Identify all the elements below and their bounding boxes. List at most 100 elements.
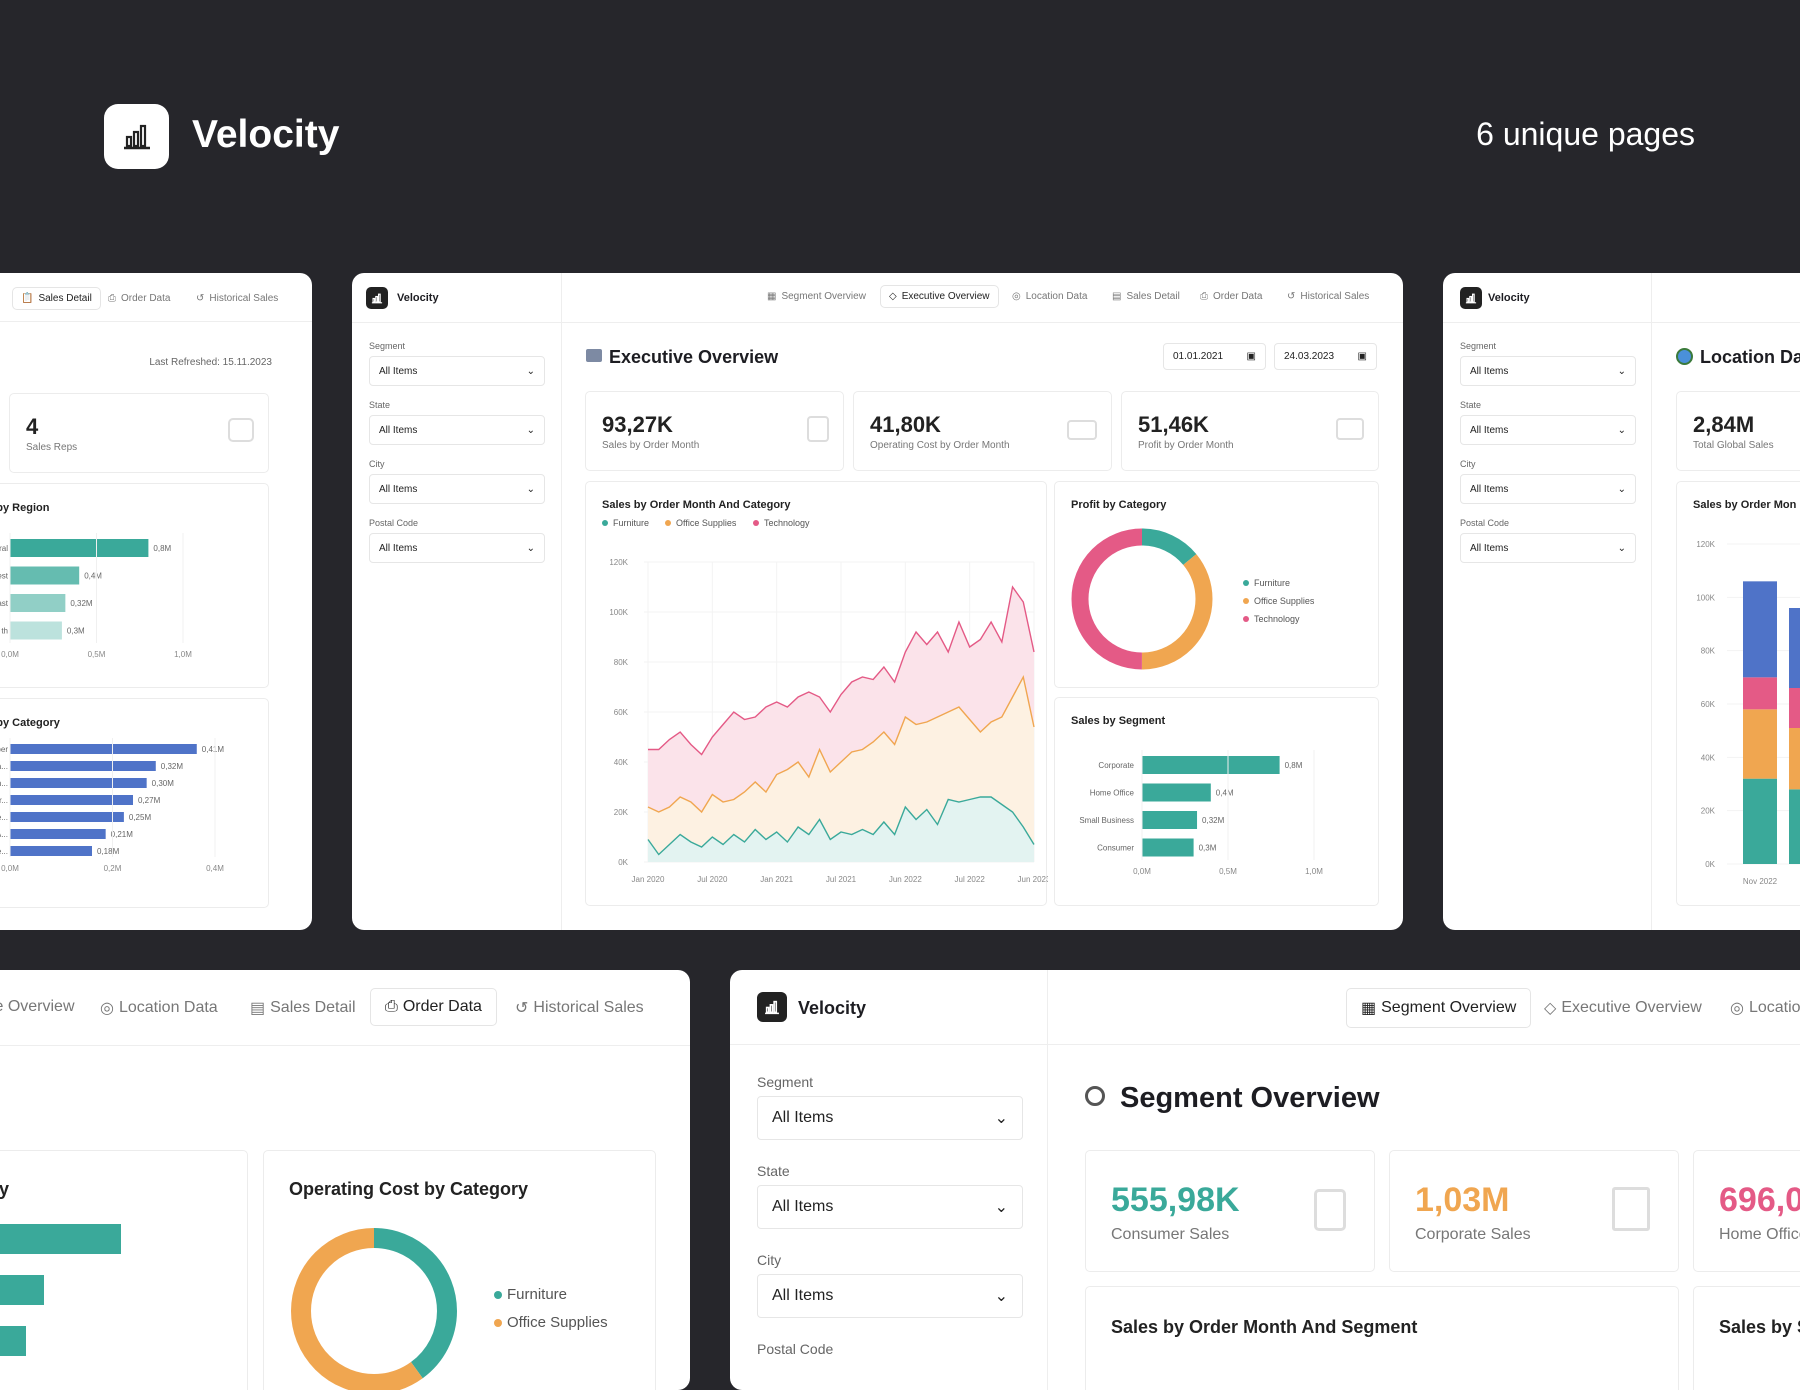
tab-segment-overview[interactable]: ▦ Segment Overview: [1346, 988, 1532, 1028]
bar-label: ral: [0, 544, 8, 553]
stacked-bar-segment: [1743, 778, 1777, 864]
bar: [10, 812, 124, 822]
operating-cost-panel: Operating Cost by Category Furniture Off…: [263, 1150, 656, 1390]
y-tick-label: 20K: [1701, 807, 1716, 816]
state-select[interactable]: All Items ⌄: [369, 415, 545, 445]
area-technology: [648, 587, 1034, 812]
legend-office-supplies: Office Supplies: [665, 518, 736, 528]
bar-value-label: 0,21M: [111, 830, 134, 839]
legend-office-supplies: Office Supplies: [1243, 596, 1314, 606]
bar-label: ast: [0, 599, 9, 608]
legend-office-supplies: Office Supplies: [494, 1314, 608, 1331]
x-tick-label: Jul 2021: [826, 875, 857, 884]
city-select[interactable]: All Items ⌄: [1460, 474, 1636, 504]
kpi-consumer-sales: 555,98K Consumer Sales: [1085, 1150, 1375, 1272]
tab-segment-overview[interactable]: ▦ Segment Overview: [767, 291, 866, 302]
tab-location-data[interactable]: ◎Location Data: [100, 999, 218, 1017]
bar-chart-icon: [765, 1000, 779, 1014]
bar: [1142, 811, 1198, 829]
region-panel: es by Region ral0,8Mest0,4Mast0,32Mth0,3…: [0, 483, 269, 688]
bar-label: est: [0, 572, 9, 581]
magnifier-icon: [1085, 1086, 1105, 1106]
y-tick-label: 80K: [614, 658, 629, 667]
kpi-home-office: 696,0 Home Office: [1693, 1150, 1800, 1272]
operating-cost-donut: [291, 1228, 457, 1390]
tab-executive-overview[interactable]: ◇ Executive Overview: [1544, 999, 1702, 1017]
tagline: 6 unique pages: [1476, 116, 1695, 152]
segment-select[interactable]: All Items ⌄: [369, 356, 545, 386]
tab-historical-sales[interactable]: ↺ Historical Sales: [1287, 291, 1370, 302]
chevron-down-icon: ⌄: [994, 1199, 1008, 1216]
x-tick-label: Jan 2020: [632, 875, 665, 884]
bar-value-label: 0,32M: [161, 762, 184, 771]
bar-label: s & A...: [0, 830, 8, 839]
area-chart-panel: Sales by Order Month And Category Furnit…: [585, 481, 1048, 906]
chevron-down-icon: ⌄: [1617, 483, 1626, 495]
state-label: State: [757, 1163, 790, 1179]
segment-label: Segment: [1460, 341, 1497, 351]
tab-executive-overview[interactable]: ◇ Executive Overview: [880, 285, 999, 308]
postal-code-label: Postal Code: [369, 518, 419, 528]
calendar-icon: ▣: [1246, 351, 1256, 362]
city-select[interactable]: All Items ⌄: [369, 474, 545, 504]
x-tick-label: 0,4M: [206, 864, 224, 873]
bar-label: phon...: [0, 779, 8, 788]
date-to-input[interactable]: 24.03.2023 ▣: [1274, 343, 1377, 370]
area-furniture: [648, 797, 1034, 862]
postal-code-select[interactable]: All Items ⌄: [369, 533, 545, 563]
kpi-sales-reps: 4 Sales Reps: [9, 393, 269, 473]
postal-code-label: Postal Code: [1460, 518, 1510, 528]
pin-icon: ◎: [1012, 291, 1021, 302]
x-tick-label: Jul 2022: [955, 875, 986, 884]
category-bar-chart: Paper 0,41M ers a... 0,32M phon... 0,30M e Fur…: [0, 738, 224, 873]
state-select[interactable]: All Items ⌄: [1460, 415, 1636, 445]
state-select[interactable]: All Items ⌄: [757, 1185, 1023, 1229]
segment-select[interactable]: All Items ⌄: [1460, 356, 1636, 386]
tab-order-data[interactable]: ⎙ Order Data: [108, 293, 171, 304]
bar-value-label: 0,27M: [138, 796, 161, 805]
location-chart-panel: Sales by Order Mon 120K 100K 80K 60K 40K 20K 0…: [1676, 481, 1800, 906]
bar-label: Paper: [0, 745, 8, 754]
tab-sales-detail[interactable]: 📋 Sales Detail: [12, 287, 101, 310]
tab-sales-detail[interactable]: ▤ Sales Detail: [1112, 291, 1180, 302]
bar-label: ers a...: [0, 762, 8, 771]
tab-sales-detail[interactable]: ▤ Sales Detail: [250, 999, 356, 1017]
history-icon: ↺: [1287, 291, 1296, 302]
chevron-down-icon: ⌄: [1617, 542, 1626, 554]
y-tick-label: 80K: [1701, 647, 1716, 656]
bar-value-label: 0,3M: [1199, 844, 1217, 853]
layout-icon: ▦: [767, 291, 777, 302]
bar-chart-icon: [123, 124, 150, 149]
tab-location-data[interactable]: ◎Location Data: [1012, 291, 1088, 302]
chevron-down-icon: ⌄: [994, 1288, 1008, 1305]
y-tick-label: 60K: [1701, 700, 1716, 709]
chevron-down-icon: ⌄: [526, 483, 535, 495]
segment-label: Segment: [369, 341, 406, 351]
chart-bar: [0, 1275, 44, 1305]
legend-technology: Technology: [753, 518, 810, 528]
bar-value-label: 0,25M: [129, 813, 152, 822]
tab-historical-sales[interactable]: ↺ Historical Sales: [515, 999, 644, 1017]
date-from-input[interactable]: 01.01.2021 ▣: [1163, 343, 1266, 370]
tab-executive-overview[interactable]: Executive Overview: [0, 998, 75, 1015]
x-tick-label: Jul 2020: [697, 875, 728, 884]
postal-code-select[interactable]: All Items ⌄: [1460, 533, 1636, 563]
city-select[interactable]: All Items ⌄: [757, 1274, 1023, 1318]
brand-name: Velocity: [192, 113, 340, 156]
bar: [10, 846, 92, 856]
pin-icon: ◎: [100, 1000, 114, 1017]
segment-select[interactable]: All Items ⌄: [757, 1096, 1023, 1140]
tab-order-data[interactable]: ⎙ Order Data: [1200, 291, 1263, 302]
shopping-bag-icon: [1314, 1189, 1346, 1231]
bar: [1142, 838, 1194, 857]
wallet-icon: [228, 418, 254, 442]
cash-icon: [1067, 420, 1097, 440]
kpi-total-global-sales: 2,84M Total Global Sales: [1676, 391, 1800, 471]
tab-historical-sales[interactable]: ↺ Historical Sales: [196, 293, 279, 304]
pin-icon: ◎: [1730, 1000, 1744, 1017]
tab-order-data[interactable]: ⎙ Order Data: [370, 988, 497, 1026]
kpi-corporate-sales: 1,03M Corporate Sales: [1389, 1150, 1679, 1272]
tab-location-data[interactable]: ◎Location Data: [1730, 999, 1800, 1017]
clipboard-icon: ▤: [1112, 291, 1122, 302]
bar: [1142, 783, 1211, 802]
